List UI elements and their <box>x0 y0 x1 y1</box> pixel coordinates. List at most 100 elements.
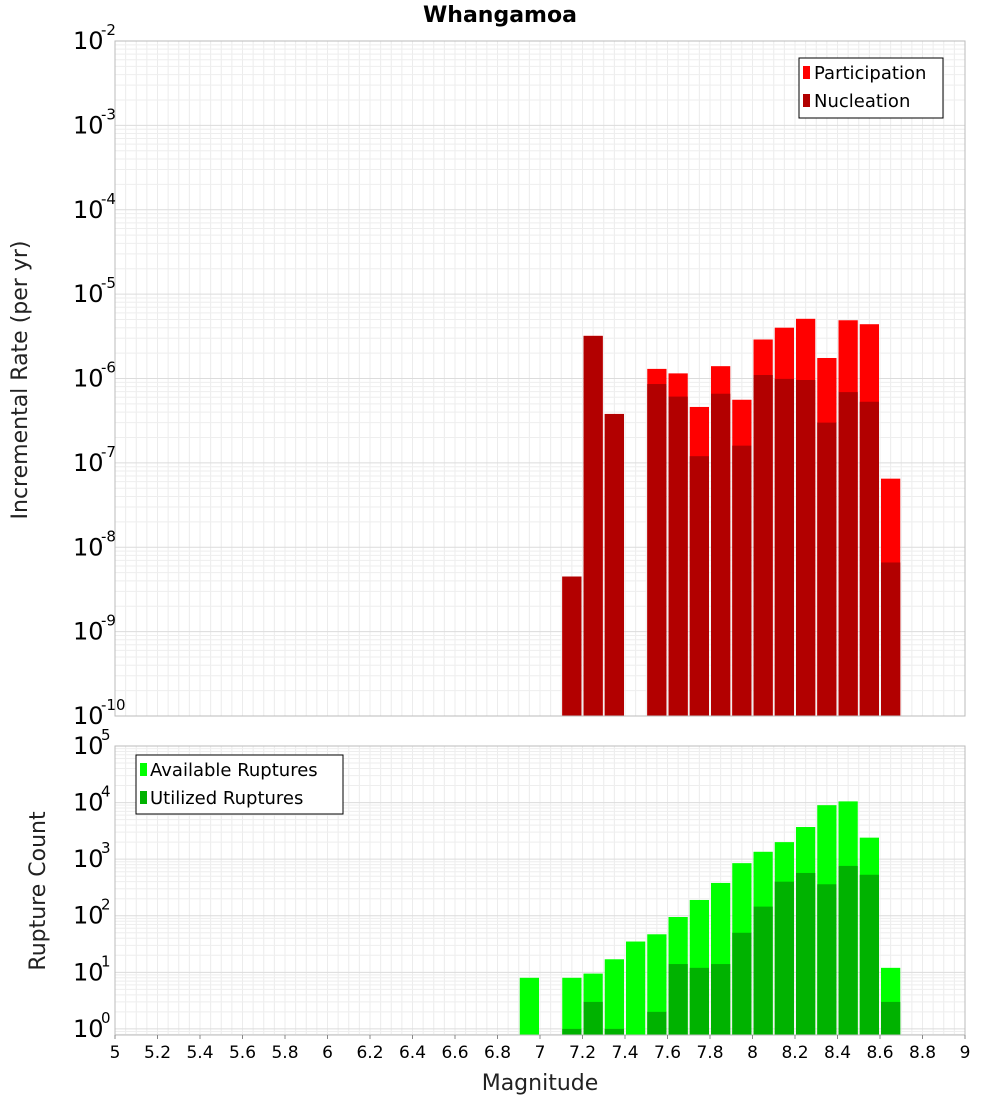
y-tick-base: 10 <box>73 845 104 873</box>
y-tick-exponent: 0 <box>101 1009 111 1027</box>
count-y-axis-label: Rupture Count <box>26 811 51 971</box>
bar-utilized-ruptures-8-55 <box>859 874 879 1035</box>
y-tick-label: 10-3 <box>73 105 116 139</box>
bar-nucleation-8-05 <box>753 375 773 716</box>
x-tick-label: 8 <box>747 1043 758 1063</box>
y-tick-label: 104 <box>73 783 111 817</box>
bar-nucleation-7-15 <box>562 576 582 716</box>
rate-legend: Participation Nucleation <box>798 57 944 119</box>
y-tick-label: 10-8 <box>73 527 116 561</box>
bar-utilized-ruptures-8-05 <box>753 906 773 1035</box>
x-tick-label: 7.8 <box>696 1043 723 1063</box>
y-tick-label: 100 <box>73 1009 111 1043</box>
y-tick-label: 10-6 <box>73 359 116 393</box>
y-tick-base: 10 <box>73 1015 104 1043</box>
bar-nucleation-8-65 <box>881 562 901 716</box>
bar-utilized-ruptures-8-15 <box>774 881 794 1035</box>
legend-swatch-utilized <box>140 791 147 804</box>
rate-legend-box <box>798 57 944 119</box>
x-tick-label: 5.6 <box>229 1043 256 1063</box>
bar-utilized-ruptures-7-75 <box>689 967 709 1035</box>
y-tick-exponent: -9 <box>101 612 116 630</box>
y-tick-label: 103 <box>73 839 111 873</box>
bar-available-ruptures-6-95 <box>519 977 539 1035</box>
y-tick-label: 10-5 <box>73 274 116 308</box>
y-tick-exponent: 5 <box>101 726 111 744</box>
x-tick-label: 5 <box>110 1043 121 1063</box>
bar-nucleation-7-55 <box>647 384 667 716</box>
y-tick-exponent: -7 <box>101 443 116 461</box>
y-tick-base: 10 <box>73 111 104 139</box>
bar-utilized-ruptures-7-15 <box>562 1028 582 1035</box>
y-tick-exponent: -4 <box>101 190 116 208</box>
bar-nucleation-7-35 <box>604 413 624 716</box>
bar-utilized-ruptures-8-65 <box>881 1001 901 1035</box>
x-tick-label: 6.8 <box>484 1043 511 1063</box>
legend-label-available: Available Ruptures <box>150 760 318 781</box>
y-tick-label: 10-4 <box>73 190 116 224</box>
bar-utilized-ruptures-7-55 <box>647 1011 667 1035</box>
rate-bars <box>562 318 901 716</box>
bar-nucleation-7-85 <box>711 393 731 716</box>
bar-utilized-ruptures-8-35 <box>817 884 837 1035</box>
bar-nucleation-7-25 <box>583 335 603 716</box>
x-tick-label: 5.4 <box>186 1043 213 1063</box>
bar-nucleation-7-65 <box>668 396 688 716</box>
y-tick-base: 10 <box>73 196 104 224</box>
x-tick-label: 6.6 <box>441 1043 468 1063</box>
bar-available-ruptures-7-15 <box>562 977 582 1035</box>
y-tick-base: 10 <box>73 618 104 646</box>
x-tick-label: 9 <box>960 1043 971 1063</box>
y-tick-base: 10 <box>73 789 104 817</box>
y-tick-base: 10 <box>73 732 104 760</box>
rate-panel: 10-210-310-410-510-610-710-810-910-10 Wh… <box>8 3 966 730</box>
y-tick-exponent: -5 <box>101 274 116 292</box>
legend-swatch-nucleation <box>803 94 810 107</box>
legend-label-utilized: Utilized Ruptures <box>150 788 303 809</box>
x-tick-label: 6 <box>322 1043 333 1063</box>
bar-utilized-ruptures-7-65 <box>668 964 688 1035</box>
legend-swatch-participation <box>803 66 810 79</box>
y-tick-exponent: -2 <box>101 21 116 39</box>
y-tick-base: 10 <box>73 533 104 561</box>
y-tick-label: 10-2 <box>73 21 116 55</box>
y-tick-label: 10-9 <box>73 612 116 646</box>
y-tick-base: 10 <box>73 958 104 986</box>
bar-nucleation-8-55 <box>859 401 879 716</box>
x-tick-label: 8.2 <box>781 1043 808 1063</box>
rate-grid <box>114 41 966 717</box>
y-tick-exponent: 4 <box>101 783 111 801</box>
rate-y-ticks: 10-210-310-410-510-610-710-810-910-10 <box>73 21 126 730</box>
legend-label-participation: Participation <box>814 63 926 84</box>
y-tick-base: 10 <box>73 902 104 930</box>
y-tick-label: 105 <box>73 726 111 760</box>
count-bars <box>519 801 901 1035</box>
bar-utilized-ruptures-7-85 <box>711 964 731 1035</box>
bar-available-ruptures-7-55 <box>647 934 667 1035</box>
legend-swatch-available <box>140 763 147 776</box>
y-tick-base: 10 <box>73 702 104 730</box>
bar-utilized-ruptures-7-35 <box>604 1028 624 1035</box>
x-tick-label: 8.8 <box>909 1043 936 1063</box>
bar-nucleation-8-15 <box>774 378 794 716</box>
chart-title: Whangamoa <box>423 3 577 28</box>
y-tick-label: 10-10 <box>73 696 126 730</box>
bar-nucleation-7-75 <box>689 456 709 716</box>
x-tick-label: 8.6 <box>866 1043 893 1063</box>
bar-nucleation-7-95 <box>732 445 752 716</box>
y-tick-base: 10 <box>73 27 104 55</box>
y-tick-exponent: -6 <box>101 359 116 377</box>
x-tick-label: 5.8 <box>271 1043 298 1063</box>
x-tick-label: 6.2 <box>356 1043 383 1063</box>
x-tick-label: 8.4 <box>824 1043 851 1063</box>
x-tick-label: 7 <box>535 1043 546 1063</box>
y-tick-exponent: 2 <box>101 896 111 914</box>
y-tick-label: 10-7 <box>73 443 116 477</box>
bar-utilized-ruptures-7-95 <box>732 932 752 1035</box>
y-tick-exponent: 3 <box>101 839 111 857</box>
rate-y-axis-label: Incremental Rate (per yr) <box>8 241 33 520</box>
bar-available-ruptures-7-35 <box>604 959 624 1035</box>
bar-utilized-ruptures-8-45 <box>838 865 858 1035</box>
y-tick-base: 10 <box>73 449 104 477</box>
